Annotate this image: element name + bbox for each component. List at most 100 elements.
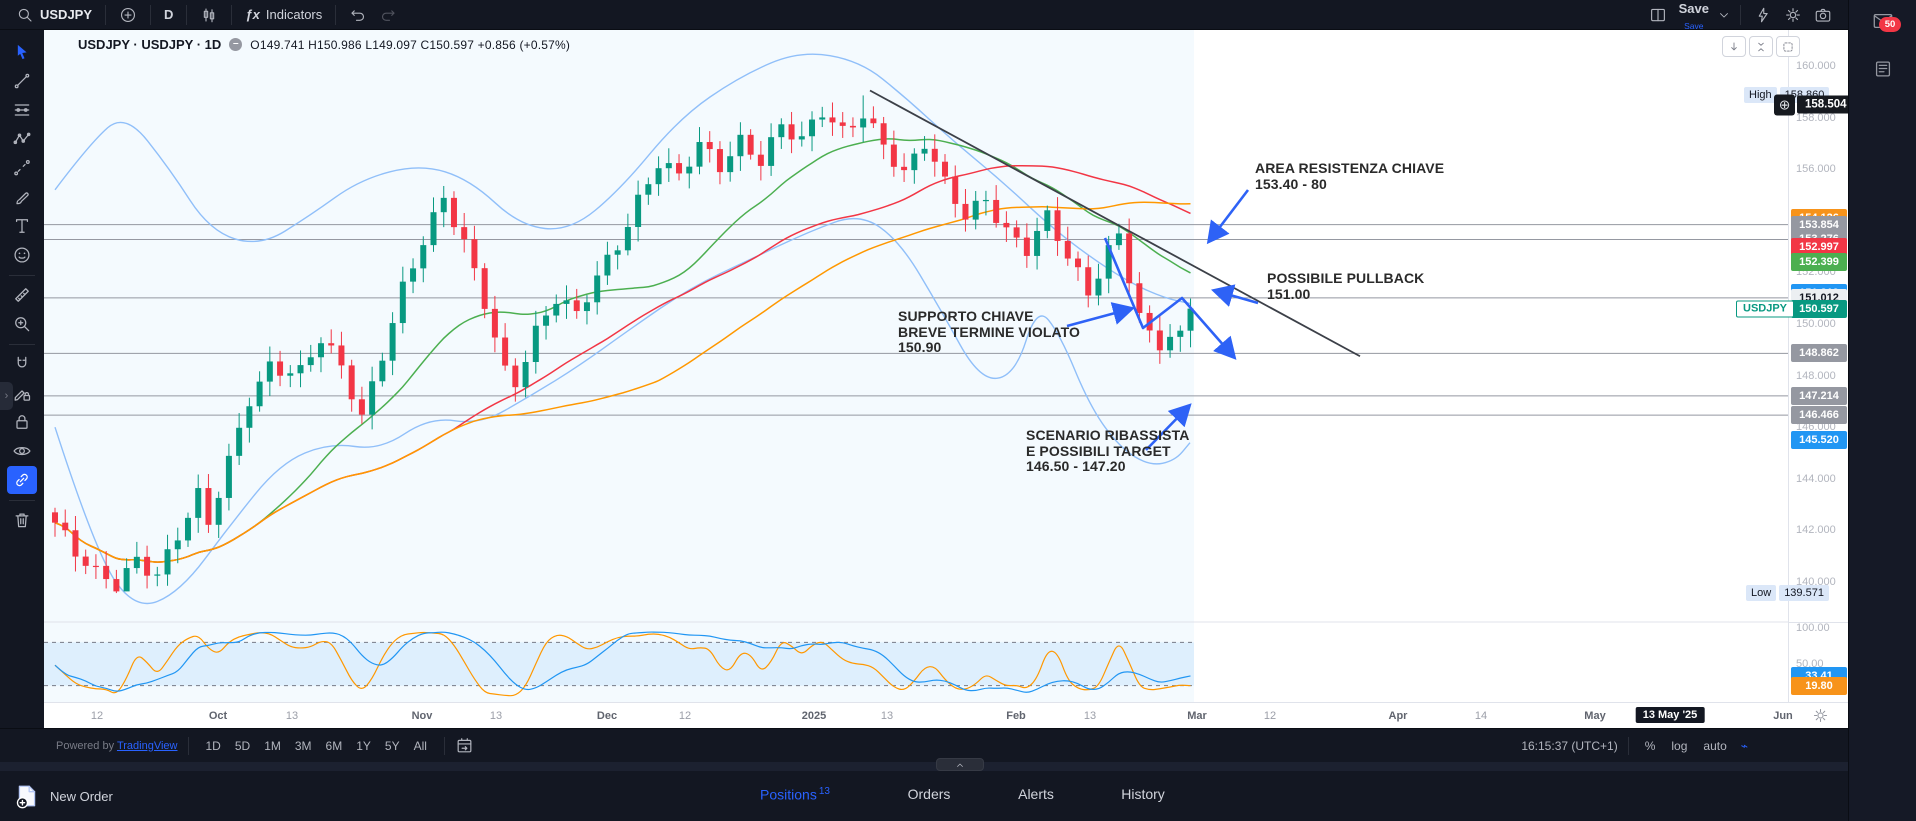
powered-by-label: Powered by TradingView (56, 739, 178, 752)
news-icon[interactable] (1870, 58, 1896, 80)
range-button-1y[interactable]: 1Y (356, 738, 371, 753)
stay-in-drawing-mode-tool-button[interactable] (7, 379, 37, 407)
plus-circle-icon[interactable]: ⊕ (1774, 94, 1795, 116)
annotation-arrow[interactable] (1211, 284, 1259, 307)
collapse-pane-button[interactable] (1749, 36, 1773, 57)
trend-line-tool-button[interactable] (7, 67, 37, 95)
interval-label: D (164, 7, 174, 22)
time-axis-label: 14 (1474, 710, 1488, 722)
quick-search-button[interactable] (1748, 2, 1778, 28)
range-button-5d[interactable]: 5D (234, 738, 251, 753)
forecast-tool-button[interactable] (7, 154, 37, 182)
new-order-label: New Order (50, 788, 113, 804)
gear-icon (1784, 6, 1802, 24)
scroll-to-recent-button[interactable] (1722, 36, 1746, 57)
clock-label[interactable]: 16:15:37 (UTC+1) (1521, 738, 1618, 753)
time-axis-label: 13 (285, 710, 299, 722)
hide-drawings-tool-button[interactable] (7, 437, 37, 465)
cursor-tool-button[interactable] (7, 38, 37, 66)
text-tool-button[interactable] (7, 212, 37, 240)
time-axis-label: 2025 (801, 710, 827, 722)
indicators-button[interactable]: ƒx Indicators (239, 2, 328, 28)
tab-positions[interactable]: Positions 13 (760, 786, 830, 803)
symbol-status-icon[interactable]: – (229, 38, 243, 51)
indicators-label: Indicators (265, 7, 323, 22)
chart-text-annotation[interactable]: SCENARIO RIBASSISTA E POSSIBILI TARGET 146… (1026, 427, 1190, 475)
tab-alerts[interactable]: Alerts (1018, 786, 1054, 802)
range-button-5y[interactable]: 5Y (384, 738, 400, 753)
lightning-icon (1754, 6, 1772, 24)
scale-button-log[interactable]: log (1671, 738, 1688, 753)
snapshot-button[interactable] (1808, 2, 1838, 28)
scale-button-auto[interactable]: auto (1703, 738, 1727, 753)
chevron-up-icon (954, 759, 966, 771)
compare-add-symbol-button[interactable] (113, 2, 143, 28)
measure-tool-button[interactable] (7, 281, 37, 309)
layout-button[interactable] (1643, 2, 1673, 28)
brush-tool-button[interactable] (7, 183, 37, 211)
scale-button-%[interactable]: % (1644, 738, 1656, 753)
price-level-badge: 145.520 (1791, 430, 1847, 449)
chart-text-annotation[interactable]: POSSIBILE PULLBACK 151.00 (1267, 270, 1425, 302)
legend-symbol-title[interactable]: USDJPY · USDJPY · 1D (78, 37, 222, 52)
price-tick-label: 148.000 (1796, 369, 1836, 382)
time-axis-settings-icon[interactable] (1812, 707, 1829, 724)
symbol-search-button[interactable]: USDJPY (10, 2, 98, 28)
annotation-arrow[interactable] (1103, 237, 1237, 360)
annotation-arrow[interactable] (1066, 302, 1136, 328)
zoom-in-tool-button[interactable] (7, 310, 37, 338)
main-chart-area[interactable]: USDJPY · USDJPY · 1D – O149.741 H150.986… (44, 30, 1855, 728)
annotation-arrow[interactable] (1145, 403, 1192, 451)
axis-adjust-icon[interactable]: ⌁ (1740, 738, 1748, 753)
settings-button[interactable] (1778, 2, 1808, 28)
chart-text-annotation[interactable]: AREA RESISTENZA CHIAVE 153.40 - 80 (1255, 160, 1445, 192)
drawing-toolbar (0, 30, 44, 728)
trend-line-tool-icon (12, 71, 32, 91)
stay-in-drawing-mode-tool-icon (12, 383, 32, 403)
price-axis[interactable]: 160.000158.000156.000154.000152.000150.0… (1788, 30, 1849, 702)
emoji-tool-icon (12, 245, 32, 265)
go-to-date-icon[interactable] (455, 736, 474, 755)
price-tick-label: 158.000 (1796, 111, 1836, 124)
price-plot[interactable] (44, 30, 1788, 702)
range-button-3m[interactable]: 3M (294, 738, 312, 753)
range-button-all[interactable]: All (413, 738, 427, 753)
descending-trendline[interactable] (869, 89, 1361, 358)
watchlist-expand-handle[interactable]: › (0, 382, 13, 410)
new-order-button[interactable]: New Order (14, 782, 113, 810)
range-button-6m[interactable]: 6M (325, 738, 343, 753)
time-axis-label: Mar (1187, 710, 1207, 722)
lock-drawings-tool-button[interactable] (7, 408, 37, 436)
save-button[interactable]: Save Save (1673, 2, 1715, 30)
reset-chart-button[interactable] (1776, 36, 1800, 57)
brush-tool-icon (12, 187, 32, 207)
panel-resize-strip[interactable] (0, 758, 1848, 771)
save-menu-button[interactable] (1715, 2, 1733, 28)
fib-retracement-tool-button[interactable] (7, 96, 37, 124)
price-level-badge: 152.997 (1791, 237, 1847, 256)
undo-button[interactable] (343, 2, 373, 28)
magnet-tool-button[interactable] (7, 350, 37, 378)
tab-history[interactable]: History (1121, 786, 1165, 802)
time-axis[interactable]: 12 Oct 13 Nov 13 Dec 12 2025 13 Feb 13 Mar 12 Apr 14 Ma… (44, 702, 1848, 728)
time-axis-label: 13 (880, 710, 894, 722)
camera-icon (1814, 6, 1832, 24)
redo-button[interactable] (373, 2, 403, 28)
interval-button[interactable]: D (158, 2, 179, 28)
annotation-arrow[interactable] (1206, 189, 1250, 245)
sync-drawings-tool-button[interactable] (7, 466, 37, 494)
tab-orders[interactable]: Orders (907, 786, 951, 802)
xabcd-pattern-tool-button[interactable] (7, 125, 37, 153)
time-axis-label: May (1584, 710, 1606, 722)
range-button-1m[interactable]: 1M (264, 738, 281, 753)
panel-expand-handle[interactable] (936, 758, 984, 771)
tradingview-link[interactable]: TradingView (116, 739, 178, 752)
remove-drawings-tool-button[interactable] (7, 506, 37, 534)
chart-type-button[interactable] (194, 2, 224, 28)
range-button-1d[interactable]: 1D (205, 738, 221, 753)
emoji-tool-button[interactable] (7, 241, 37, 269)
chart-text-annotation[interactable]: SUPPORTO CHIAVE BREVE TERMINE VIOLATO 150.… (898, 308, 1081, 356)
time-axis-label: Feb (1006, 710, 1026, 722)
price-tick-label: 160.000 (1796, 60, 1836, 72)
